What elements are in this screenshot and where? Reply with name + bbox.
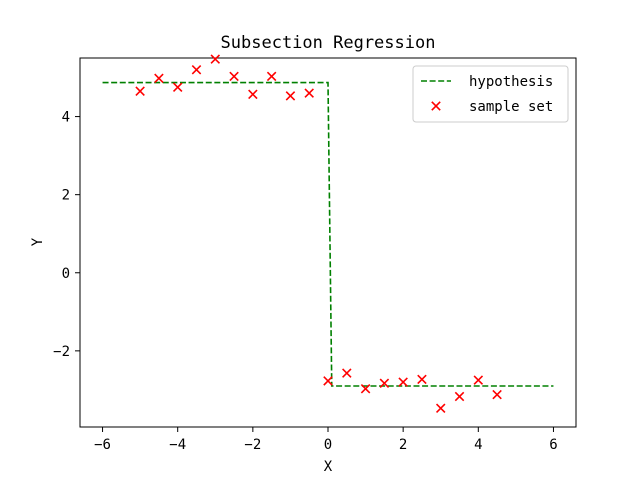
sample-point [454, 391, 465, 402]
x-tick-label: −4 [169, 437, 186, 453]
sample-point [135, 86, 145, 96]
y-tick-label: −2 [53, 344, 70, 360]
sample-point [435, 403, 446, 414]
legend-marker-swatch [431, 101, 441, 111]
sample-point [285, 91, 296, 101]
sample-point [360, 383, 371, 394]
sample-point [398, 377, 408, 387]
legend-label: hypothesis [469, 74, 553, 90]
y-axis-label: Y [30, 237, 46, 246]
sample-point [266, 71, 277, 82]
sample-point [304, 88, 314, 98]
y-tick-label: 0 [62, 266, 70, 282]
x-tick-label: 6 [549, 437, 557, 453]
sample-point [323, 376, 333, 386]
hypothesis-line [102, 81, 554, 387]
x-tick-label: −2 [244, 437, 261, 453]
sample-point [172, 82, 183, 93]
legend-item: sample set [431, 99, 553, 115]
x-tick-label: 2 [399, 437, 407, 453]
sample-point [210, 54, 221, 64]
y-tick-label: 2 [62, 188, 70, 204]
sample-point [473, 375, 484, 385]
x-tick-label: 0 [324, 437, 332, 453]
sample-point [191, 64, 202, 75]
legend-item: hypothesis [421, 74, 553, 90]
sample-point [154, 73, 164, 84]
sample-point [379, 378, 390, 389]
x-tick-label: −6 [94, 437, 111, 453]
chart-title: Subsection Regression [221, 33, 436, 53]
x-tick-label: 4 [474, 437, 482, 453]
sample-point [248, 89, 258, 100]
legend: hypothesis sample set [412, 65, 569, 123]
sample-point [342, 368, 352, 378]
legend-label: sample set [469, 99, 553, 115]
plot-area: −6 −4 −2 0 2 4 6 −2 0 2 4 [53, 54, 577, 453]
x-axis-label: X [324, 459, 333, 475]
sample-point [229, 71, 239, 82]
sample-point [492, 389, 502, 400]
legend-box [412, 65, 569, 123]
y-tick-label: 4 [62, 110, 70, 126]
sample-point [417, 374, 427, 385]
